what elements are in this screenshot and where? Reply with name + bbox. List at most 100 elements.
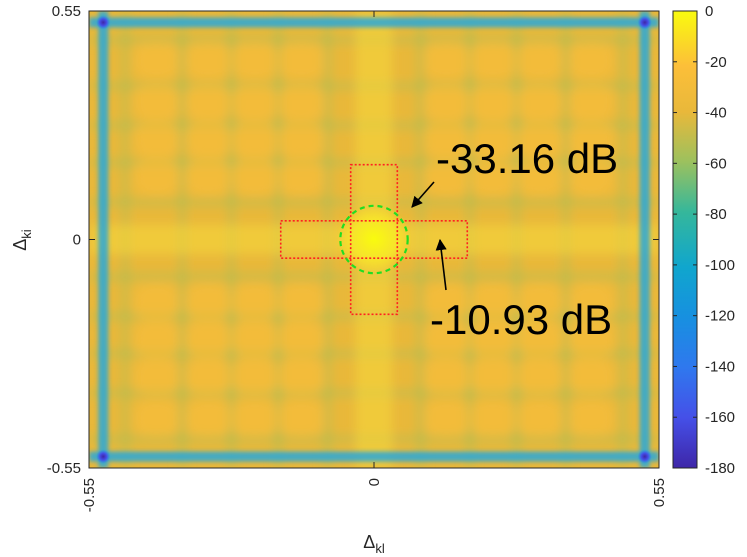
colorbar-tick-label: 0 xyxy=(705,3,713,20)
sidelobe-blob xyxy=(279,159,324,196)
sidelobe-blob xyxy=(279,321,324,358)
y-axis-label-sub: ki xyxy=(19,229,34,239)
sidelobe-blob xyxy=(569,283,614,320)
sidelobe-blob xyxy=(569,358,614,395)
colorbar-tick-label: -20 xyxy=(705,54,727,71)
sidelobe-blob xyxy=(471,400,516,437)
sidelobe-blob xyxy=(471,283,516,320)
colorbar-ticks: 0 -20 -40 -60 -80 -100 -120 -140 -160 -180 xyxy=(673,3,735,477)
colorbar-tick-label: -40 xyxy=(705,105,727,122)
sidelobe-blob xyxy=(424,159,469,196)
sidelobe-blob xyxy=(134,358,179,395)
x-tick-label: 0 xyxy=(366,478,383,486)
region-rectangle xyxy=(279,220,469,259)
null-point xyxy=(637,15,652,30)
null-lines xyxy=(89,11,659,468)
sidelobe-blob xyxy=(569,321,614,358)
sidelobe-blob xyxy=(517,321,562,358)
sidelobe-blob xyxy=(232,321,277,358)
null-point xyxy=(637,449,652,464)
sidelobe-blob xyxy=(186,358,231,395)
null-line-horizontal xyxy=(89,451,659,462)
heatmap-texture xyxy=(89,11,659,468)
colorbar-tick-label: -80 xyxy=(705,206,727,223)
sidelobe-blob xyxy=(424,400,469,437)
colorbar-tick-label: -160 xyxy=(705,409,735,426)
sidelobe-blob xyxy=(279,358,324,395)
region-markers xyxy=(279,163,469,316)
sidelobe-blob xyxy=(569,400,614,437)
sidelobe-blob xyxy=(569,159,614,196)
null-point xyxy=(96,15,111,30)
sidelobe-blob xyxy=(424,283,469,320)
sidelobe-blob xyxy=(471,121,516,158)
sidelobe-blob xyxy=(186,159,231,196)
colorbar xyxy=(672,10,698,469)
sidelobe-blob xyxy=(279,42,324,79)
sidelobe-blob xyxy=(186,84,231,121)
null-points xyxy=(96,15,652,464)
sidelobe-blob xyxy=(424,321,469,358)
sidelobe-blob xyxy=(134,159,179,196)
sidelobe-blob xyxy=(471,358,516,395)
sidelobe-blob xyxy=(517,42,562,79)
sidelobe-blob xyxy=(517,84,562,121)
sidelobe-blob xyxy=(134,283,179,320)
sidelobe-blob xyxy=(471,42,516,79)
sidelobe-blob xyxy=(279,283,324,320)
null-line-vertical xyxy=(98,11,109,468)
sidelobe-blob xyxy=(134,400,179,437)
y-axis-ticks: 0.55 0 -0.55 xyxy=(47,3,659,477)
sidelobe-blob xyxy=(232,358,277,395)
sidelobe-blob xyxy=(186,283,231,320)
annotation-arrow xyxy=(411,181,435,208)
peak-blob xyxy=(336,205,412,273)
region-rectangle xyxy=(349,163,399,316)
sidelobe-blob xyxy=(569,84,614,121)
sidelobe-blob xyxy=(279,121,324,158)
sidelobe-blob xyxy=(232,159,277,196)
sidelobe-blob xyxy=(186,121,231,158)
sidelobe-blob xyxy=(232,121,277,158)
sidelobe-blob xyxy=(424,358,469,395)
annotation-text: -10.93 dB xyxy=(430,296,612,343)
sidelobe-blob xyxy=(134,321,179,358)
sidelobe-blob xyxy=(569,42,614,79)
sidelobe-blob xyxy=(424,121,469,158)
sidelobe-blob xyxy=(134,84,179,121)
colorbar-tick-label: -60 xyxy=(705,155,727,172)
x-tick-label: 0.55 xyxy=(651,478,668,507)
y-axis-label: Δki xyxy=(10,229,34,251)
heatmap xyxy=(89,11,659,468)
sidelobe-blob xyxy=(186,42,231,79)
region-circle xyxy=(339,204,409,275)
null-line-horizontal xyxy=(89,17,659,28)
annotation-arrow xyxy=(435,238,447,291)
sidelobe-blob xyxy=(424,42,469,79)
colorbar-tick-label: -120 xyxy=(705,308,735,325)
y-tick-label: 0.55 xyxy=(52,3,81,20)
x-tick-label: -0.55 xyxy=(81,478,98,512)
sidelobe-blob xyxy=(569,121,614,158)
sidelobe-blob xyxy=(517,159,562,196)
sidelobe-blob xyxy=(517,283,562,320)
sidelobe-blob xyxy=(424,84,469,121)
sidelobe-blob xyxy=(471,321,516,358)
y-tick-label: -0.55 xyxy=(47,460,81,477)
colorbar-tick-label: -140 xyxy=(705,358,735,375)
sidelobe-blob xyxy=(517,121,562,158)
sidelobe-blob xyxy=(134,121,179,158)
null-line-vertical xyxy=(639,11,650,468)
x-axis-label-sub: kl xyxy=(375,541,385,556)
sidelobe-blob xyxy=(232,400,277,437)
sidelobe-blob xyxy=(134,42,179,79)
x-axis-label: Δkl xyxy=(363,532,385,556)
sidelobe-blob xyxy=(232,42,277,79)
y-tick-label: 0 xyxy=(73,232,81,249)
sidelobe-blob xyxy=(471,159,516,196)
annotations: -33.16 dB -10.93 dB xyxy=(411,135,618,343)
annotation-text: -33.16 dB xyxy=(436,135,618,182)
null-point xyxy=(96,449,111,464)
sidelobe-blob xyxy=(186,321,231,358)
